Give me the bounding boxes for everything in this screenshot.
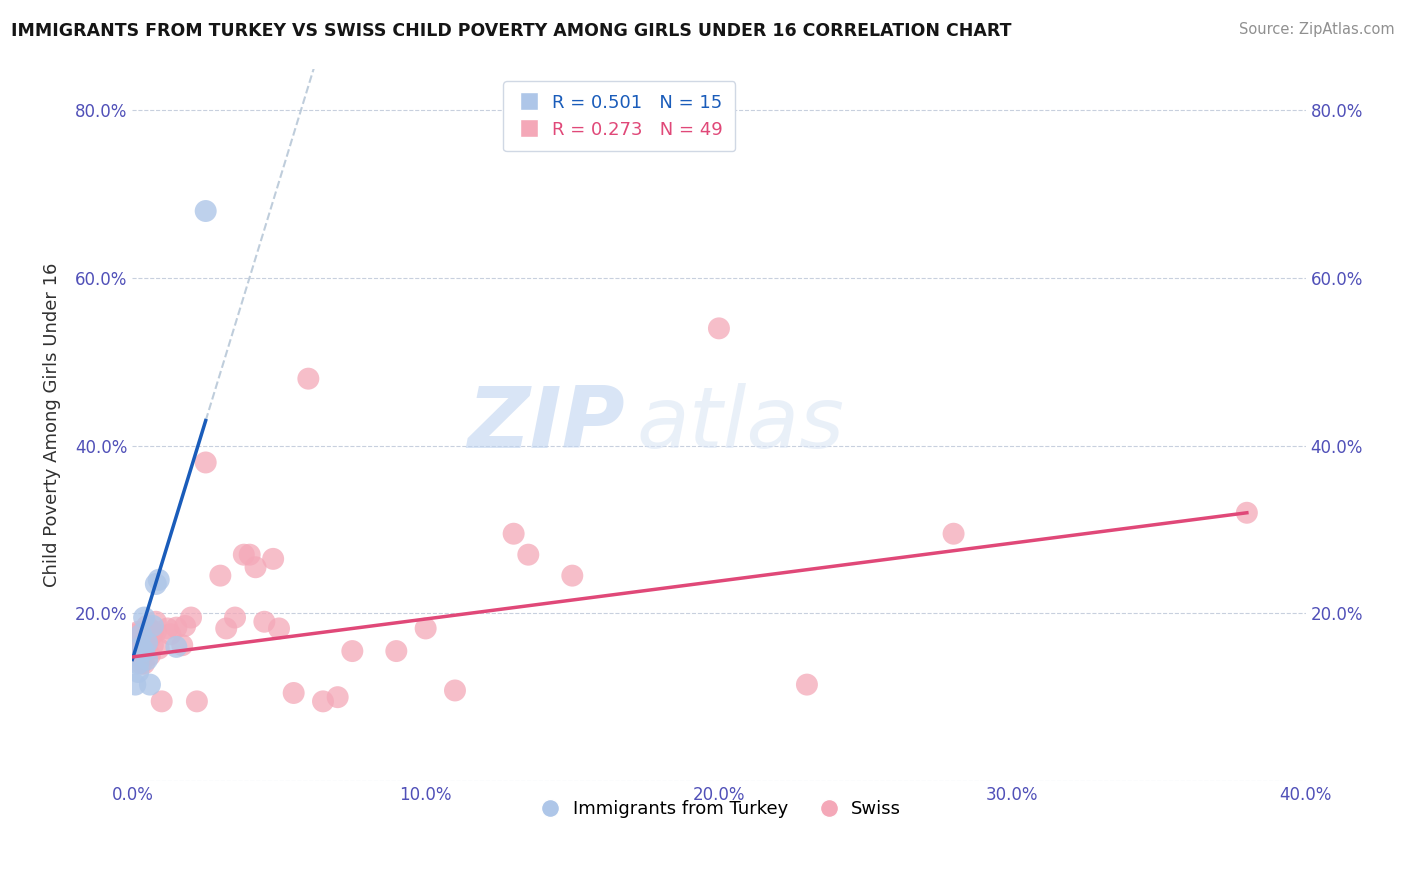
Point [224, 610, 246, 624]
Point [150, 694, 173, 708]
Point [326, 690, 349, 705]
Point [239, 548, 262, 562]
Point [142, 638, 165, 652]
Point [312, 694, 335, 708]
Point [283, 686, 305, 700]
Point [253, 615, 276, 629]
Text: ZIP: ZIP [467, 384, 626, 467]
Point [127, 636, 149, 650]
Point [165, 640, 187, 654]
Point [127, 624, 149, 639]
Point [127, 657, 149, 671]
Point [156, 622, 179, 636]
Point [136, 644, 159, 658]
Text: IMMIGRANTS FROM TURKEY VS SWISS CHILD POVERTY AMONG GIRLS UNDER 16 CORRELATION C: IMMIGRANTS FROM TURKEY VS SWISS CHILD PO… [11, 22, 1012, 40]
Point [297, 372, 319, 386]
Point [132, 636, 155, 650]
Point [267, 622, 290, 636]
Text: Source: ZipAtlas.com: Source: ZipAtlas.com [1239, 22, 1395, 37]
Point [342, 644, 364, 658]
Point [262, 552, 284, 566]
Point [129, 640, 152, 654]
Y-axis label: Child Poverty Among Girls Under 16: Child Poverty Among Girls Under 16 [44, 262, 60, 587]
Point [172, 638, 194, 652]
Point [142, 624, 165, 639]
Point [132, 657, 155, 671]
Point [136, 619, 159, 633]
Point [132, 644, 155, 658]
Point [139, 632, 162, 646]
Point [174, 619, 197, 633]
Point [561, 568, 583, 582]
Point [124, 627, 146, 641]
Point [232, 548, 254, 562]
Point [139, 648, 162, 663]
Point [186, 694, 208, 708]
Point [245, 560, 267, 574]
Point [194, 455, 217, 469]
Point [180, 610, 202, 624]
Point [209, 568, 232, 582]
Point [145, 624, 167, 639]
Point [215, 622, 238, 636]
Legend: Immigrants from Turkey, Swiss: Immigrants from Turkey, Swiss [530, 793, 908, 825]
Point [148, 641, 170, 656]
Point [129, 657, 152, 671]
Point [129, 627, 152, 641]
Point [127, 665, 149, 679]
Point [159, 627, 181, 641]
Point [502, 526, 524, 541]
Point [517, 548, 540, 562]
Point [194, 204, 217, 219]
Point [444, 683, 467, 698]
Point [385, 644, 408, 658]
Point [129, 638, 152, 652]
Point [124, 677, 146, 691]
Point [1236, 506, 1258, 520]
Point [136, 652, 159, 666]
Point [165, 621, 187, 635]
Point [145, 615, 167, 629]
Point [796, 677, 818, 691]
Point [132, 610, 155, 624]
Point [145, 577, 167, 591]
Point [707, 321, 730, 335]
Point [142, 619, 165, 633]
Point [136, 636, 159, 650]
Point [942, 526, 965, 541]
Text: atlas: atlas [637, 384, 845, 467]
Point [415, 622, 437, 636]
Point [148, 573, 170, 587]
Point [139, 677, 162, 691]
